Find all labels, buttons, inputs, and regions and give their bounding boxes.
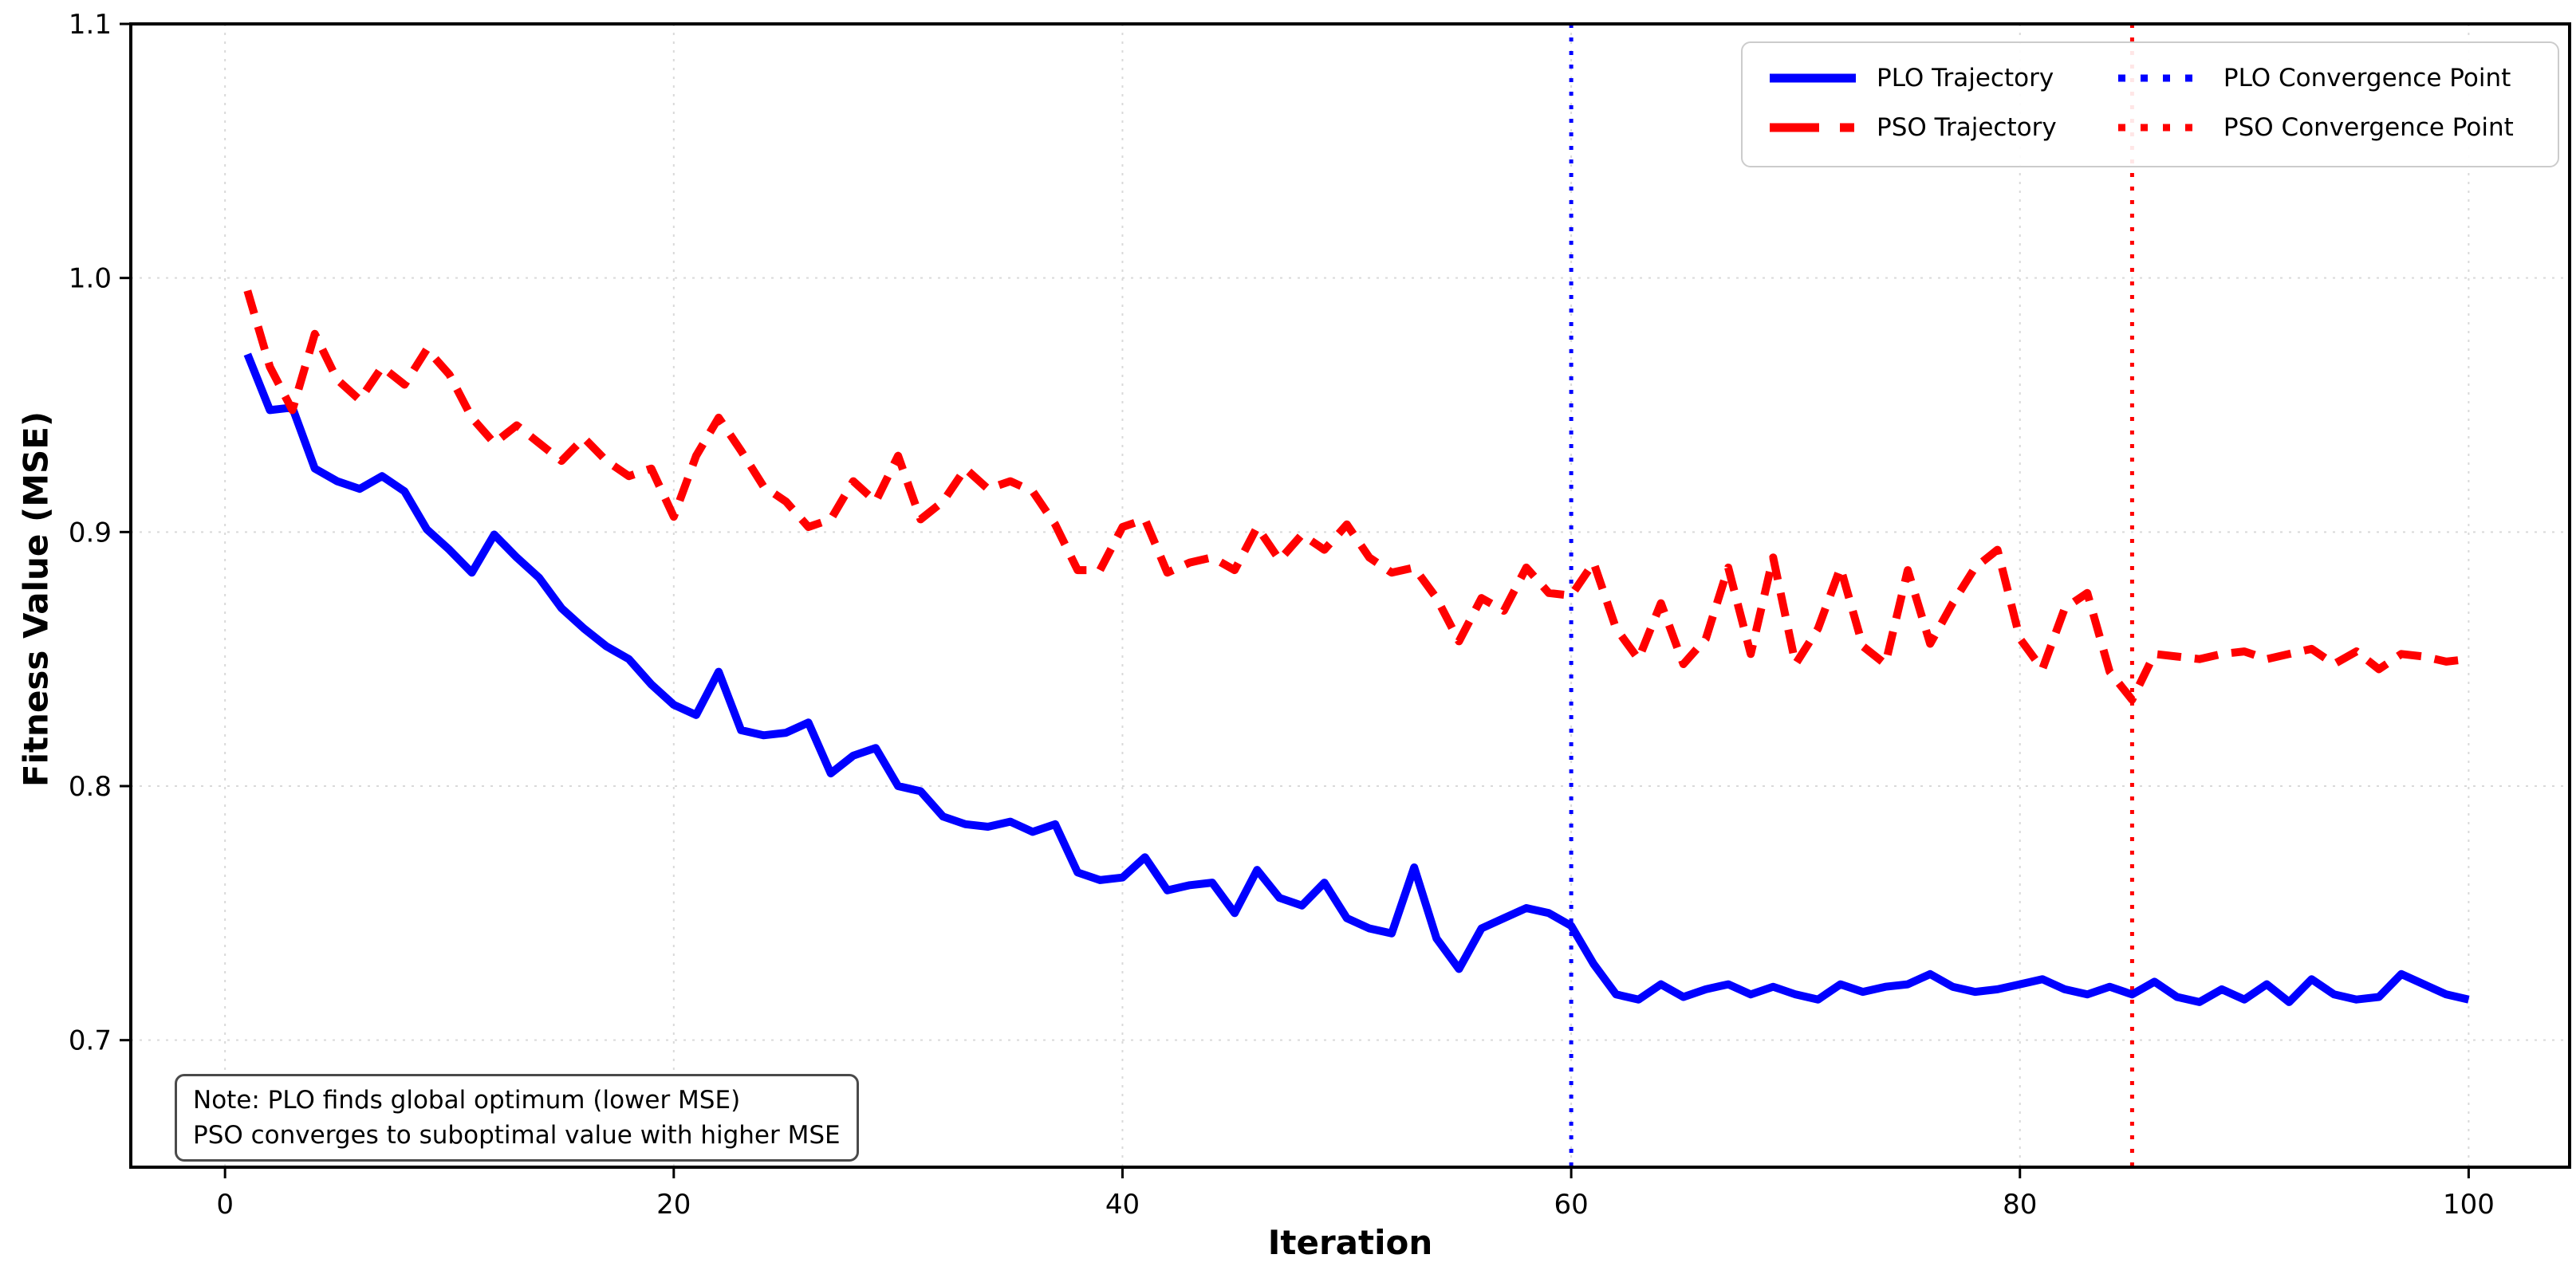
legend-entry-pso-trajectory: PSO Trajectory [1767, 113, 2077, 142]
x-tick-label: 100 [2443, 1189, 2495, 1221]
legend-label: PSO Trajectory [1877, 113, 2057, 142]
pso-trajectory-line [243, 289, 2469, 704]
pso-trajectory-legend-line-icon [1770, 123, 1856, 132]
x-tick-label: 60 [1554, 1189, 1588, 1221]
y-tick-label: 1.0 [69, 263, 112, 295]
legend-entry-plo-convergence: PLO Convergence Point [2113, 64, 2534, 92]
legend-entry-pso-convergence: PSO Convergence Point [2113, 113, 2534, 142]
plo-trajectory-legend-line-icon [1770, 73, 1856, 83]
y-tick-label: 0.9 [69, 517, 112, 549]
x-axis-label: Iteration [1267, 1223, 1433, 1262]
y-tick-label: 1.1 [69, 9, 112, 41]
note-line-2: PSO converges to suboptimal value with h… [193, 1121, 841, 1150]
x-tick-label: 80 [2003, 1189, 2037, 1221]
y-tick-label: 0.7 [69, 1025, 112, 1057]
plot-area [131, 24, 2570, 1167]
plo-trajectory-line [243, 352, 2470, 1006]
y-tick-label: 0.8 [69, 771, 112, 803]
legend-entry-plo-trajectory: PLO Trajectory [1767, 64, 2077, 92]
note-line-1: Note: PLO finds global optimum (lower MS… [193, 1086, 741, 1115]
note-box: Note: PLO finds global optimum (lower MS… [175, 1074, 859, 1162]
pso-convergence-legend-line-icon [2117, 124, 2203, 132]
legend: PLO Trajectory PSO Trajectory PLO Conver… [1741, 41, 2559, 167]
x-tick-label: 0 [216, 1189, 234, 1221]
legend-label: PLO Convergence Point [2223, 64, 2511, 92]
y-axis-label: Fitness Value (MSE) [16, 411, 56, 788]
x-tick-label: 40 [1105, 1189, 1140, 1221]
plot-frame [129, 22, 2571, 1169]
legend-label: PSO Convergence Point [2223, 113, 2514, 142]
legend-label: PLO Trajectory [1877, 64, 2054, 92]
plo-convergence-legend-line-icon [2117, 74, 2203, 82]
x-tick-label: 20 [656, 1189, 691, 1221]
